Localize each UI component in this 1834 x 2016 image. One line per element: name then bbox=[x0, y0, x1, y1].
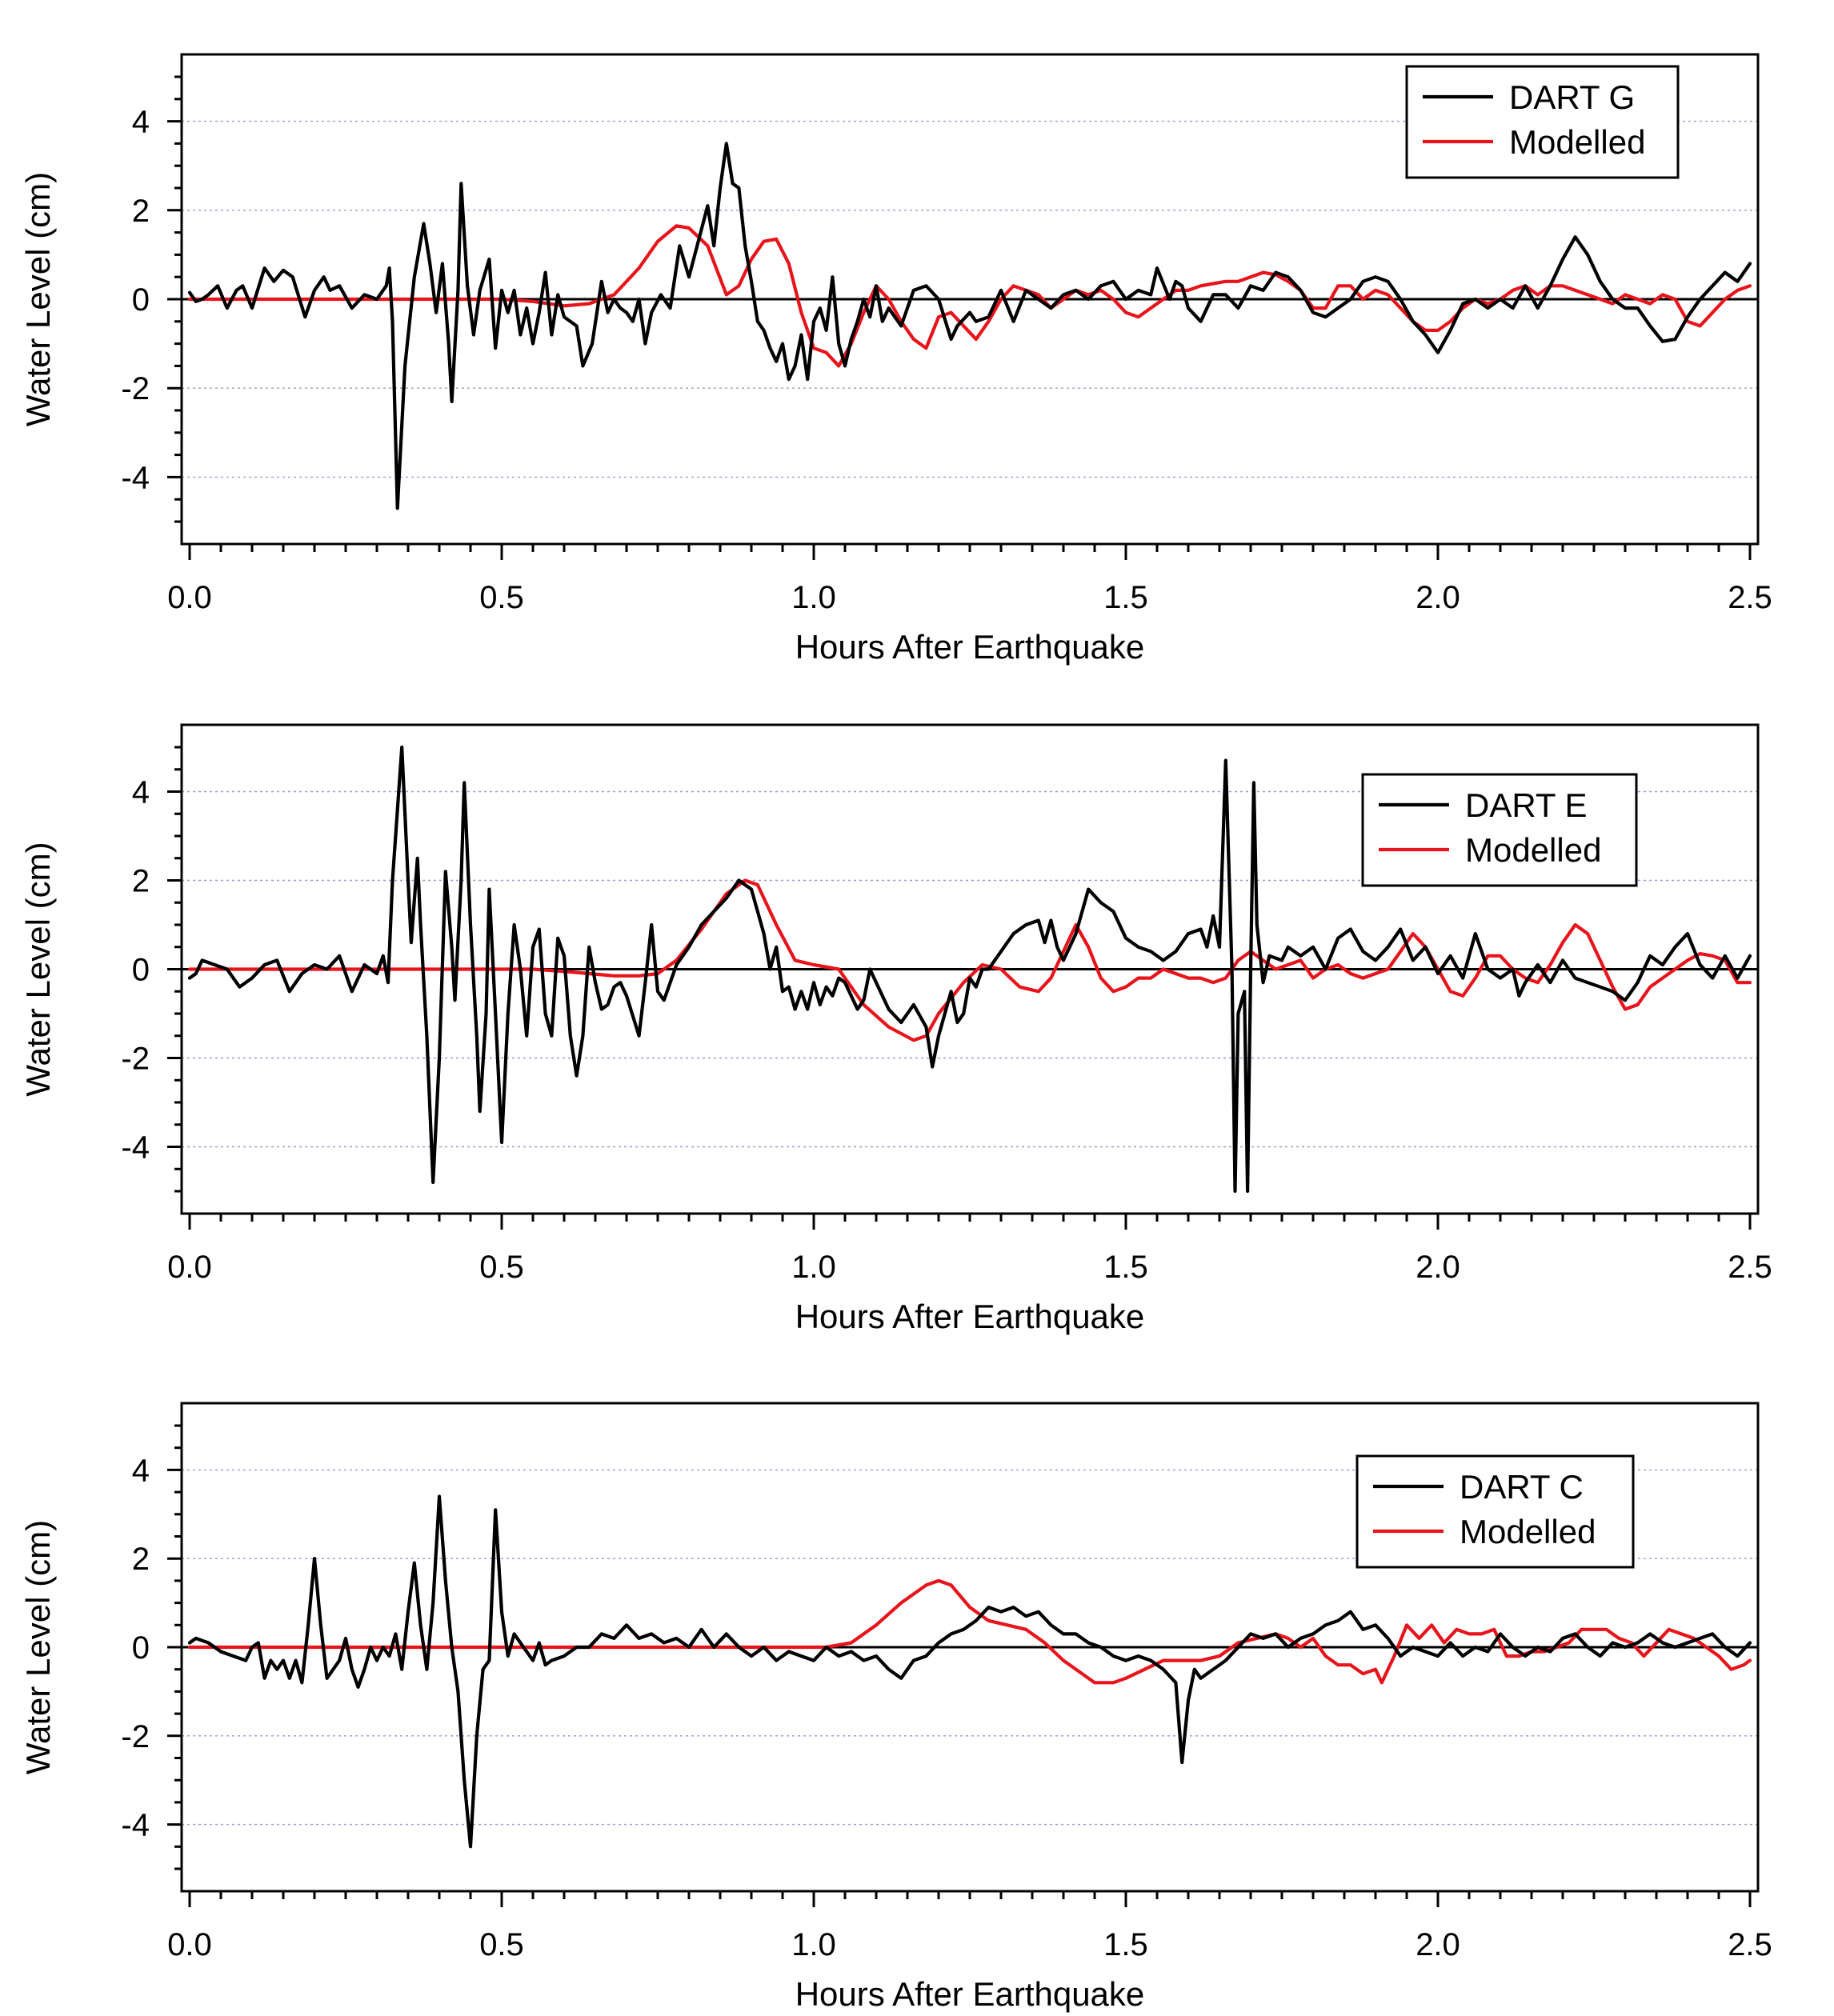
y-tick-label: -4 bbox=[121, 1808, 150, 1843]
series-line-observed bbox=[187, 142, 1752, 510]
x-axis-label: Hours After Earthquake bbox=[795, 1298, 1145, 1335]
x-tick-label: 0.0 bbox=[167, 580, 212, 615]
y-tick-label: 2 bbox=[132, 194, 150, 229]
legend: DART E Modelled bbox=[1361, 773, 1638, 887]
series-line-observed bbox=[187, 1494, 1752, 1849]
x-tick-label: 1.0 bbox=[791, 1927, 836, 1962]
legend-box bbox=[1361, 773, 1638, 887]
x-tick-label: 2.5 bbox=[1728, 1927, 1772, 1962]
x-tick-label: 2.0 bbox=[1416, 1250, 1460, 1285]
x-tick-label: 2.5 bbox=[1728, 580, 1772, 615]
x-tick-label: 2.0 bbox=[1416, 580, 1460, 615]
x-tick-label: 0.0 bbox=[167, 1927, 212, 1962]
x-tick-label: 2.0 bbox=[1416, 1927, 1460, 1962]
y-axis-label: Water Level (cm) bbox=[19, 172, 57, 426]
y-tick-label: 2 bbox=[132, 864, 150, 899]
x-tick-label: 0.0 bbox=[167, 1250, 212, 1285]
y-axis-label: Water Level (cm) bbox=[19, 842, 57, 1096]
y-tick-label: 0 bbox=[132, 1630, 150, 1666]
series-line-observed bbox=[187, 745, 1752, 1194]
y-tick-label: 0 bbox=[132, 953, 150, 988]
legend: DART G Modelled bbox=[1405, 65, 1680, 179]
x-tick-label: 1.5 bbox=[1103, 1250, 1148, 1285]
x-tick-label: 1.0 bbox=[791, 1250, 836, 1285]
x-axis-label: Hours After Earthquake bbox=[795, 628, 1145, 666]
y-tick-label: 4 bbox=[132, 105, 150, 140]
series-line-modelled bbox=[187, 1578, 1752, 1685]
x-tick-label: 0.5 bbox=[479, 580, 524, 615]
series-line-modelled bbox=[187, 878, 1752, 1042]
legend-label: Modelled bbox=[1509, 123, 1645, 161]
x-tick-label: 2.5 bbox=[1728, 1250, 1772, 1285]
legend-label: Modelled bbox=[1465, 831, 1601, 869]
y-tick-label: -2 bbox=[121, 1042, 150, 1077]
y-tick-label: -2 bbox=[121, 1719, 150, 1754]
y-tick-label: -4 bbox=[121, 460, 150, 495]
legend-box bbox=[1355, 1454, 1635, 1569]
legend-box bbox=[1405, 65, 1680, 179]
x-tick-label: 1.5 bbox=[1103, 1927, 1148, 1962]
y-axis-label: Water Level (cm) bbox=[19, 1520, 57, 1774]
y-tick-label: -2 bbox=[121, 371, 150, 406]
y-tick-label: 0 bbox=[132, 282, 150, 318]
x-tick-label: 1.0 bbox=[791, 580, 836, 615]
y-tick-label: 2 bbox=[132, 1542, 150, 1577]
legend-label: DART C bbox=[1460, 1468, 1584, 1506]
chart-panel-1: 4 2 0 -2 -4 0.0 0.5 1.0 1.5 2.0 2.5 Hours After Ear… bbox=[19, 53, 1772, 666]
x-tick-label: 1.5 bbox=[1103, 580, 1148, 615]
legend: DART C Modelled bbox=[1355, 1454, 1635, 1569]
chart-panel-2: 4 2 0 -2 -4 0.0 0.5 1.0 1.5 2.0 2.5 Hours After Ear… bbox=[19, 723, 1772, 1335]
legend-label: Modelled bbox=[1460, 1513, 1596, 1550]
y-tick-label: -4 bbox=[121, 1130, 150, 1166]
chart-panel-3: 4 2 0 -2 -4 0.0 0.5 1.0 1.5 2.0 2.5 Hours After Ear… bbox=[19, 1402, 1772, 2013]
x-tick-label: 0.5 bbox=[479, 1250, 524, 1285]
x-tick-label: 0.5 bbox=[479, 1927, 524, 1962]
y-tick-label: 4 bbox=[132, 775, 150, 810]
legend-label: DART E bbox=[1465, 786, 1588, 824]
x-axis-label: Hours After Earthquake bbox=[795, 1975, 1145, 2013]
legend-label: DART G bbox=[1509, 78, 1635, 116]
y-tick-label: 4 bbox=[132, 1453, 150, 1488]
